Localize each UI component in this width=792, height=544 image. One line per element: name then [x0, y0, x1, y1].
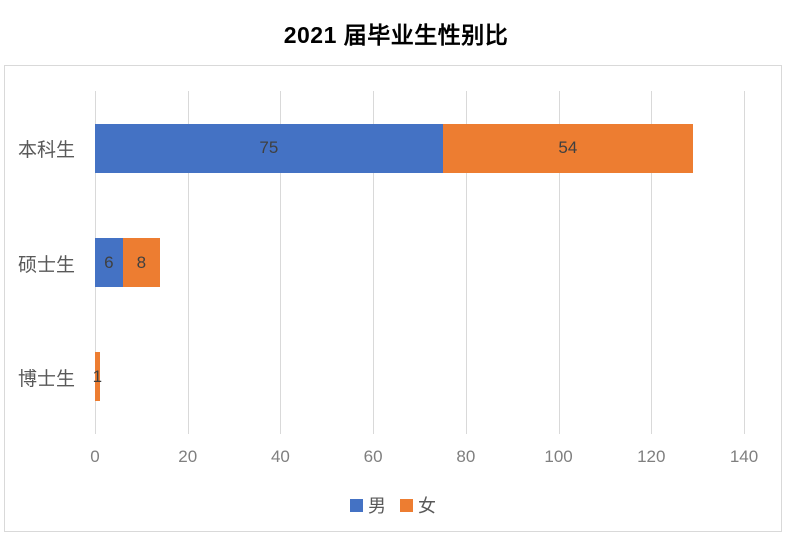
bar-value-label: 1: [92, 366, 103, 386]
category-label: 博士生: [18, 368, 76, 390]
bar-segment-女: [122, 238, 160, 287]
category-label: 硕士生: [18, 254, 76, 276]
bar-value-label: 54: [558, 138, 578, 158]
x-tick-label: 100: [544, 447, 573, 466]
x-tick-label: 40: [270, 447, 290, 466]
legend-label: 女: [418, 496, 436, 516]
x-tick-label: 20: [178, 447, 198, 466]
legend-item-男: 男: [350, 492, 386, 518]
gridline: [465, 91, 467, 434]
bar-value-label: 8: [136, 252, 147, 272]
bar-value-label: 75: [259, 138, 279, 158]
bar-segment-男: [95, 123, 443, 173]
gridline: [187, 91, 189, 434]
bar-segment-男: [95, 238, 123, 287]
gridline: [651, 91, 653, 434]
legend: 男女: [5, 492, 781, 518]
legend-swatch-男: [350, 498, 363, 512]
gridline: [558, 91, 560, 434]
chart-box: 男女 0 20 40 60 80 100 120 140 本科生 75 54 硕士生 6 8 博士生 1: [4, 65, 782, 532]
x-tick-label: 0: [90, 447, 100, 466]
gridline: [280, 91, 282, 434]
x-tick-label: 60: [363, 447, 383, 466]
chart-title: 2021 届毕业生性别比: [283, 22, 509, 48]
legend-label: 男: [368, 496, 386, 516]
gridline: [744, 91, 745, 434]
legend-swatch-女: [400, 498, 413, 512]
bar-value-label: 6: [104, 252, 114, 272]
bar-segment-女: [95, 352, 100, 402]
x-tick-label: 140: [729, 447, 759, 466]
gridline: [373, 91, 375, 434]
category-label: 本科生: [18, 140, 76, 162]
bar-segment-女: [442, 123, 693, 173]
x-tick-label: 80: [456, 447, 476, 466]
x-tick-label: 120: [637, 447, 666, 466]
legend-item-女: 女: [400, 492, 436, 518]
